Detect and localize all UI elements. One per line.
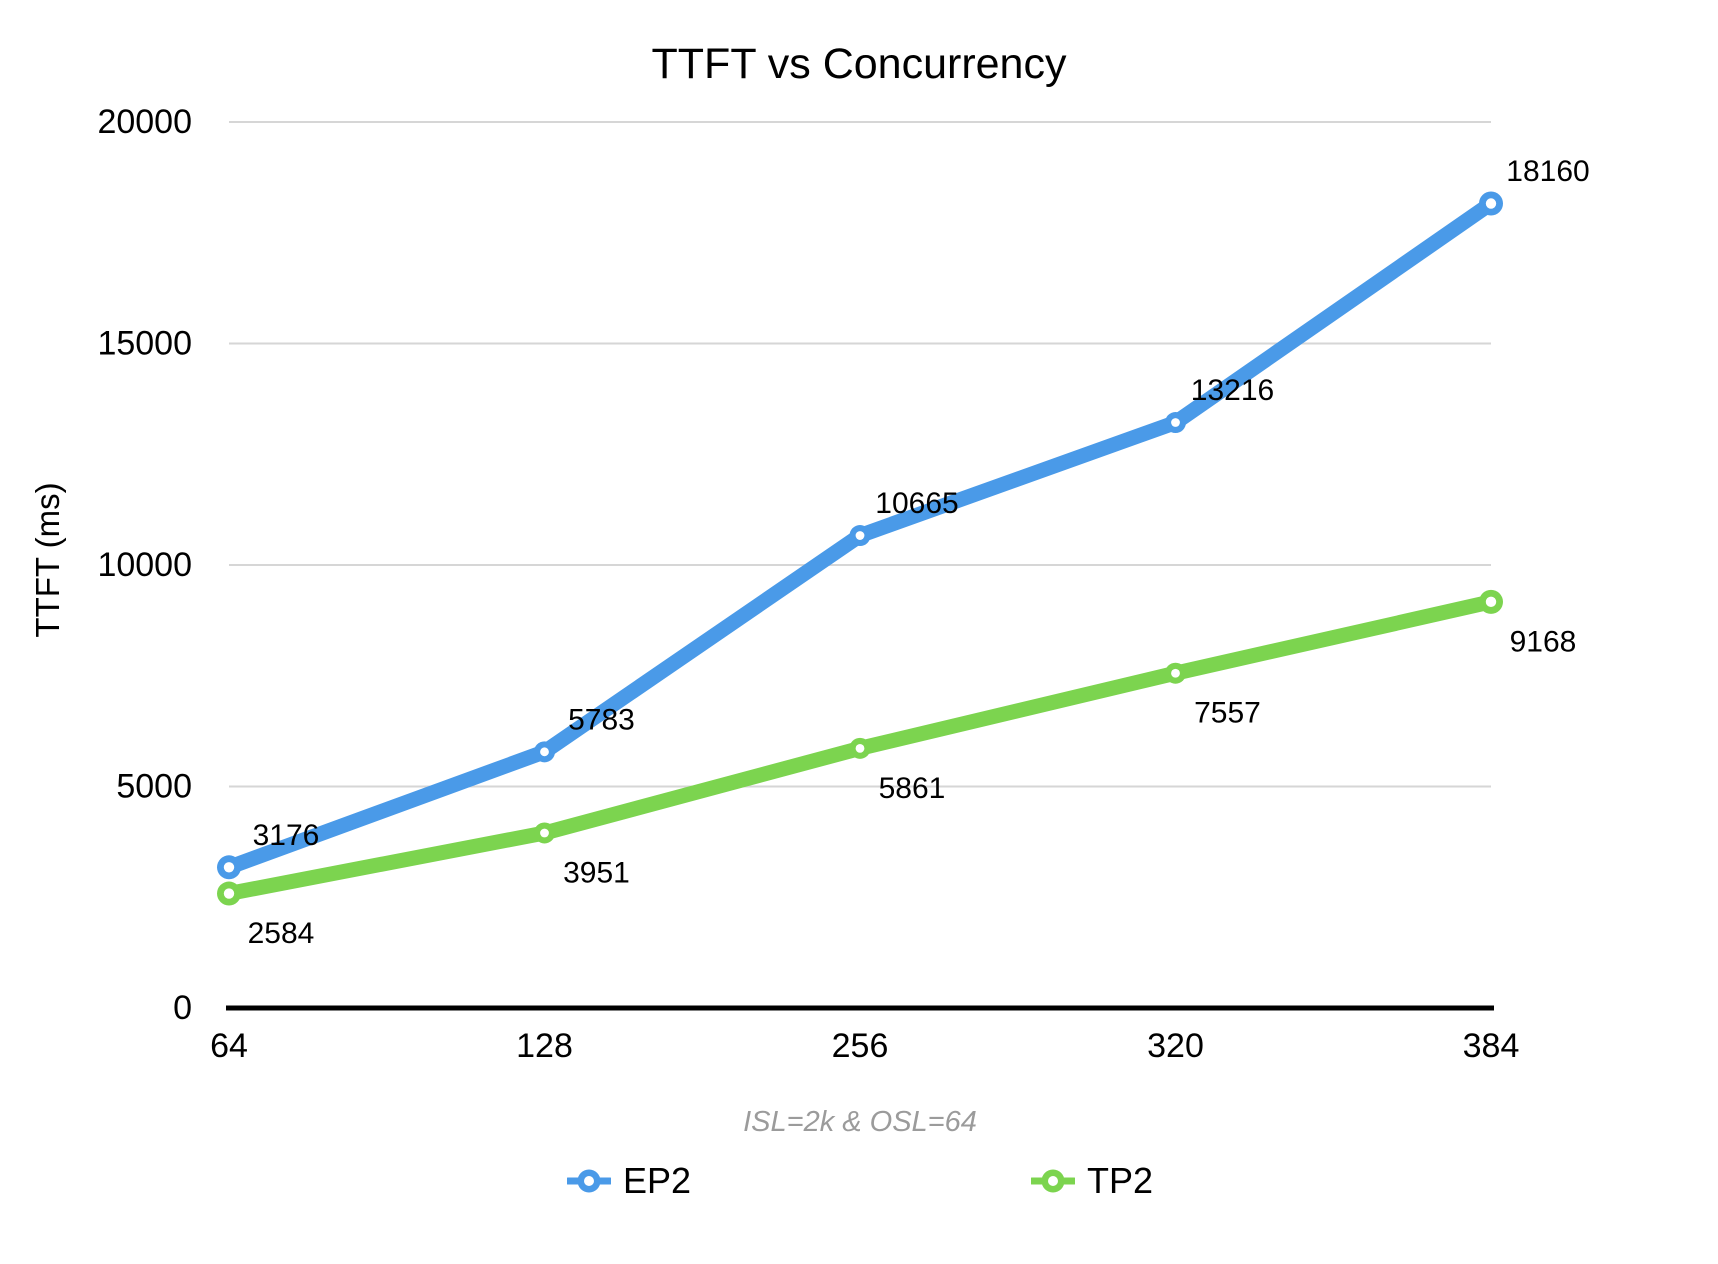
data-point-label-ep2: 3176	[253, 819, 320, 852]
y-tick-label: 5000	[116, 768, 192, 806]
x-tick-label: 128	[516, 1027, 573, 1065]
data-point-marker-hole	[223, 862, 235, 873]
data-point-label-ep2: 10665	[875, 487, 958, 520]
data-point-label-ep2: 13216	[1191, 374, 1274, 407]
data-point-marker-hole	[855, 531, 865, 540]
data-point-label-tp2: 2584	[248, 917, 315, 950]
x-tick-label: 256	[832, 1027, 889, 1065]
data-point-marker-hole	[1485, 596, 1497, 608]
x-tick-label: 384	[1463, 1027, 1520, 1065]
y-tick-label: 20000	[97, 103, 192, 141]
y-tick-label: 0	[173, 989, 192, 1027]
data-point-marker-hole	[855, 743, 865, 753]
data-point-marker-hole	[1485, 198, 1497, 209]
data-point-marker-hole	[223, 888, 235, 899]
y-tick-label: 15000	[97, 325, 192, 363]
legend-label-tp2: TP2	[1087, 1160, 1154, 1201]
data-point-label-tp2: 9168	[1510, 625, 1577, 658]
legend-item-tp2: TP2	[1031, 1160, 1153, 1202]
legend: EP2 TP2	[229, 1160, 1491, 1202]
data-point-marker-hole	[1171, 418, 1180, 427]
x-tick-label: 64	[210, 1027, 248, 1065]
legend-marker-tp2-icon	[1031, 1169, 1075, 1193]
y-tick-label: 10000	[97, 546, 192, 584]
legend-label-ep2: EP2	[622, 1160, 691, 1201]
data-point-marker-hole	[540, 747, 549, 757]
data-point-label-ep2: 5783	[568, 703, 635, 736]
data-point-marker-hole	[1171, 668, 1180, 678]
data-point-label-ep2: 18160	[1506, 155, 1589, 188]
data-point-label-tp2: 7557	[1194, 697, 1261, 730]
legend-item-ep2: EP2	[566, 1160, 691, 1202]
data-point-marker-hole	[540, 828, 549, 838]
chart-title: TTFT vs Concurrency	[651, 40, 1067, 88]
x-tick-label: 320	[1147, 1027, 1204, 1065]
legend-marker-ep2-icon	[566, 1169, 611, 1193]
data-point-label-tp2: 3951	[563, 856, 630, 889]
data-point-label-tp2: 5861	[879, 772, 946, 805]
x-axis-subtitle: ISL=2k & OSL=64	[743, 1106, 977, 1138]
